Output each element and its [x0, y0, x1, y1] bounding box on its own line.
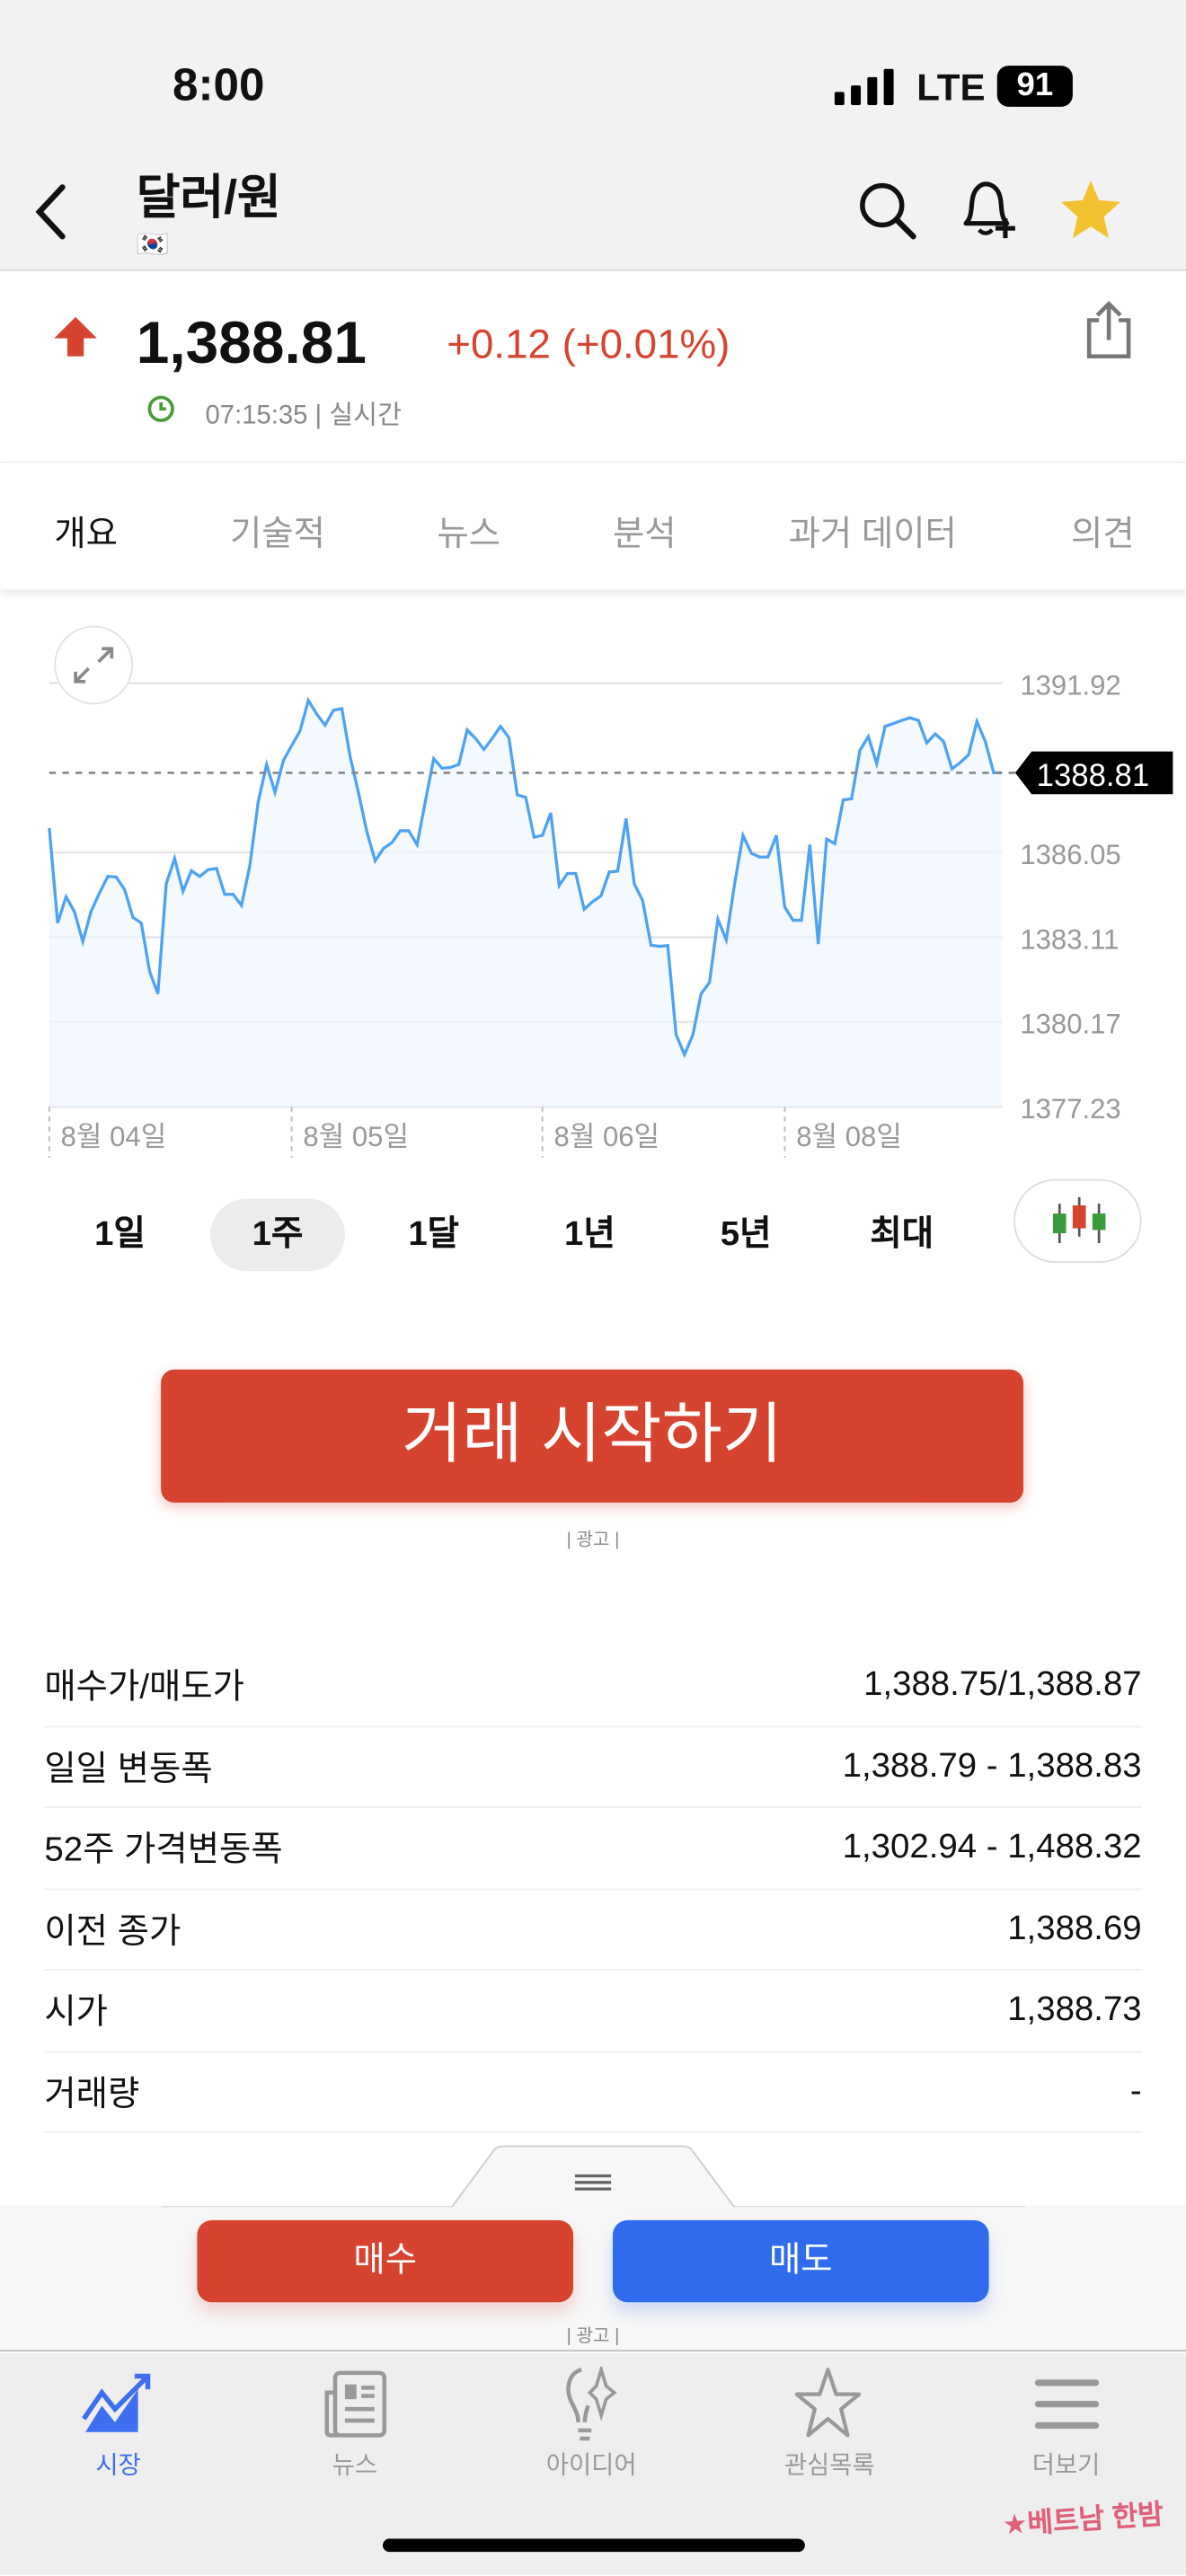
current-price-tag: [1014, 751, 1173, 795]
lightbulb-icon: [566, 2366, 617, 2441]
tab-news[interactable]: 뉴스: [437, 516, 500, 554]
stat-row-bid-ask: 매수가/매도가 1,388.75/1,388.87: [44, 1645, 1142, 1727]
stat-row-prev-close: 이전 종가 1,388.69: [44, 1889, 1142, 1971]
sell-button[interactable]: 매도: [612, 2219, 989, 2303]
bell-plus-icon[interactable]: [956, 174, 1022, 243]
expand-chart-button[interactable]: [54, 625, 134, 705]
x-tick-label: 8월 05일: [303, 1121, 409, 1152]
top-bar: [0, 0, 1186, 271]
stat-value: 1,388.73: [1007, 1990, 1142, 2029]
range-1y[interactable]: 1년: [564, 1214, 615, 1253]
stat-label: 52주 가격변동폭: [44, 1831, 283, 1870]
range-1d[interactable]: 1일: [94, 1214, 146, 1253]
network-label: LTE: [916, 66, 986, 109]
range-max[interactable]: 최대: [870, 1214, 934, 1253]
tab-bar: 개요 기술적 뉴스 분석 과거 데이터 의견: [0, 461, 1186, 590]
x-tick-label: 8월 04일: [61, 1121, 167, 1152]
expand-icon: [74, 647, 114, 684]
range-1w[interactable]: 1주: [210, 1198, 345, 1272]
clock-icon: [147, 395, 174, 422]
stat-row-52w-range: 52주 가격변동폭 1,302.94 - 1,488.32: [44, 1808, 1142, 1890]
start-trading-button[interactable]: 거래 시작하기: [161, 1369, 1024, 1503]
chart-type-button[interactable]: [1013, 1178, 1142, 1263]
panel-handle[interactable]: [161, 2145, 1025, 2210]
back-chevron-icon[interactable]: [30, 181, 75, 243]
stat-label: 이전 종가: [44, 1912, 181, 1951]
flag-icon: 🇰🇷: [136, 231, 170, 260]
y-tick-label: 1377.23: [1020, 1093, 1120, 1125]
page-title: 달러/원: [136, 172, 281, 225]
stat-value: 1,302.94 - 1,488.32: [842, 1828, 1142, 1866]
stat-label: 시가: [44, 1994, 109, 2033]
tab-analysis[interactable]: 분석: [612, 516, 677, 554]
stat-label: 매수가/매도가: [44, 1669, 244, 1707]
search-icon[interactable]: [854, 177, 920, 243]
tab-technical[interactable]: 기술적: [229, 516, 325, 554]
nav-ideas[interactable]: 아이디어: [545, 2451, 637, 2480]
star-outline-icon: [794, 2368, 862, 2438]
price-change: +0.12 (+0.01%): [447, 322, 730, 368]
stat-label: 일일 변동폭: [44, 1750, 213, 1788]
stat-value: 1,388.75/1,388.87: [863, 1665, 1142, 1704]
ad-label: | 광고 |: [566, 1530, 620, 1550]
tab-opinion[interactable]: 의견: [1071, 516, 1135, 554]
y-tick-label: 1391.92: [1020, 669, 1120, 701]
ad-label: | 광고 |: [566, 2326, 620, 2347]
chart-up-icon: [82, 2373, 151, 2432]
stat-row-open: 시가 1,388.73: [44, 1971, 1142, 2052]
nav-more[interactable]: 더보기: [1031, 2451, 1101, 2480]
stat-value: 1,388.69: [1007, 1909, 1142, 1947]
y-tick-label: 1380.17: [1020, 1009, 1120, 1040]
signal-icon: [834, 68, 894, 106]
current-price-label: 1388.81: [1037, 759, 1150, 793]
stat-value: -: [1129, 2071, 1142, 2110]
nav-watchlist[interactable]: 관심목록: [783, 2451, 875, 2480]
battery-indicator: 91: [996, 66, 1073, 107]
range-5y[interactable]: 5년: [720, 1214, 772, 1253]
star-icon[interactable]: [1058, 177, 1123, 243]
tab-overview[interactable]: 개요: [54, 516, 118, 554]
x-tick-label: 8월 08일: [796, 1121, 902, 1152]
y-tick-label: 1386.05: [1020, 839, 1120, 870]
nav-markets[interactable]: 시장: [95, 2451, 141, 2480]
share-icon[interactable]: [1083, 301, 1136, 360]
drag-handle-icon: [574, 2174, 612, 2191]
stat-value: 1,388.79 - 1,388.83: [842, 1746, 1142, 1785]
range-1m[interactable]: 1달: [408, 1214, 460, 1253]
up-arrow-icon: [54, 316, 97, 357]
newspaper-icon: [324, 2370, 387, 2438]
price-chart[interactable]: 1391.92 1386.05 1383.11 1380.17 1377.23 8월 04…: [0, 607, 1186, 1166]
y-tick-label: 1383.11: [1020, 923, 1119, 955]
candlestick-icon: [1052, 1196, 1106, 1244]
price-line: [48, 696, 1003, 1059]
current-price: 1,388.81: [136, 308, 367, 376]
price-area: [49, 700, 1003, 1107]
status-time: 8:00: [172, 58, 265, 110]
home-indicator[interactable]: [382, 2538, 805, 2553]
stat-row-day-range: 일일 변동폭 1,388.79 - 1,388.83: [44, 1726, 1142, 1808]
quote-time: 07:15:35 | 실시간: [205, 401, 403, 431]
tab-historical-data[interactable]: 과거 데이터: [788, 516, 957, 554]
stat-label: 거래량: [44, 2075, 140, 2113]
nav-news[interactable]: 뉴스: [332, 2451, 378, 2480]
buy-button[interactable]: 매수: [197, 2219, 574, 2303]
x-tick-label: 8월 06일: [553, 1121, 659, 1152]
stat-row-volume: 거래량 -: [44, 2051, 1142, 2133]
menu-icon: [1034, 2379, 1100, 2430]
